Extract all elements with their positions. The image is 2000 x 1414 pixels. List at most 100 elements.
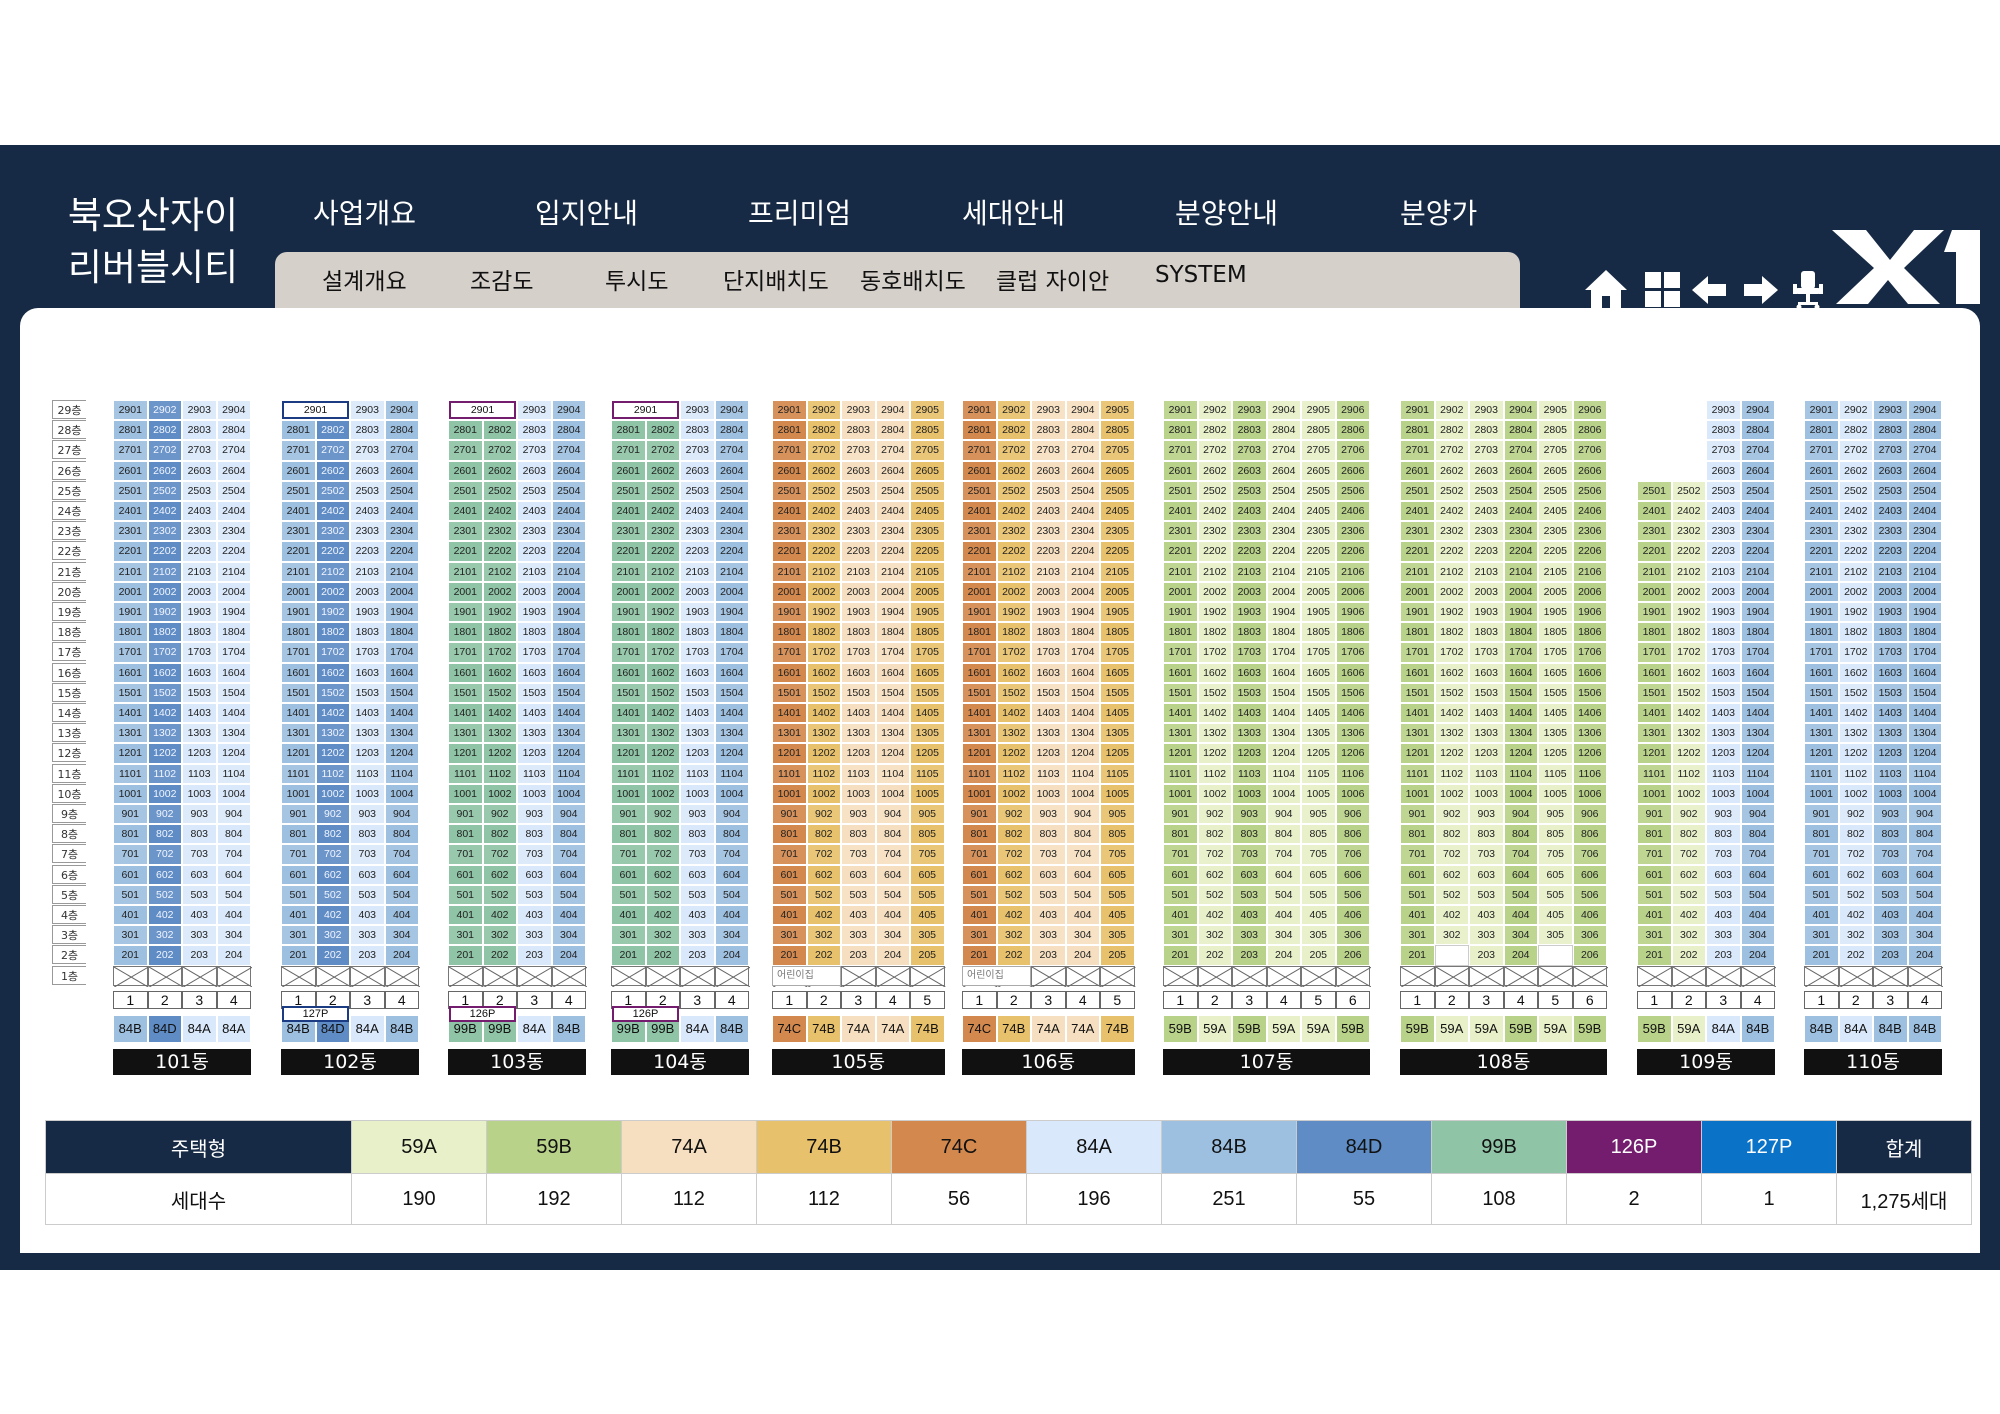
unit-cell[interactable]: 1104 xyxy=(216,763,251,784)
unit-cell[interactable]: 906 xyxy=(1572,804,1607,825)
unit-cell[interactable]: 602 xyxy=(806,864,841,885)
unit-cell[interactable]: 1204 xyxy=(1065,743,1100,764)
unit-cell[interactable]: 602 xyxy=(645,864,680,885)
unit-cell[interactable]: 1703 xyxy=(1706,642,1741,663)
unit-cell[interactable]: 2004 xyxy=(1907,581,1942,602)
unit-cell[interactable]: 2303 xyxy=(1873,521,1908,542)
unit-cell[interactable]: 1802 xyxy=(1434,622,1469,643)
unit-cell[interactable]: 1102 xyxy=(1671,763,1706,784)
unit-cell[interactable]: 2801 xyxy=(281,420,316,441)
unit-cell[interactable]: 2701 xyxy=(1400,440,1435,461)
unit-cell[interactable]: 1601 xyxy=(1163,662,1198,683)
unit-cell[interactable]: 404 xyxy=(1266,905,1301,926)
unit-cell[interactable]: 1004 xyxy=(216,783,251,804)
unit-cell[interactable]: 1403 xyxy=(1232,703,1267,724)
unit-cell[interactable]: 2103 xyxy=(182,561,217,582)
unit-cell[interactable]: 2402 xyxy=(1434,501,1469,522)
unit-cell[interactable]: 1401 xyxy=(1400,703,1435,724)
unit-cell[interactable]: 2301 xyxy=(1163,521,1198,542)
unit-cell[interactable]: 1401 xyxy=(1804,703,1839,724)
unit-cell[interactable]: 1602 xyxy=(1671,662,1706,683)
unit-cell[interactable]: 1803 xyxy=(182,622,217,643)
unit-cell[interactable]: 2501 xyxy=(1804,480,1839,501)
unit-cell[interactable]: 201 xyxy=(281,945,316,966)
unit-cell[interactable]: 1401 xyxy=(281,703,316,724)
unit-cell[interactable]: 2505 xyxy=(1301,480,1336,501)
unit-cell[interactable]: 2204 xyxy=(1907,541,1942,562)
unit-cell[interactable]: 1602 xyxy=(1197,662,1232,683)
unit-cell[interactable]: 2504 xyxy=(1503,480,1538,501)
unit-cell[interactable]: 1102 xyxy=(147,763,182,784)
unit-cell[interactable]: 603 xyxy=(841,864,876,885)
main-menu-item-premium[interactable]: 프리미엄 xyxy=(748,197,852,230)
unit-cell[interactable]: 2603 xyxy=(1469,460,1504,481)
unit-cell[interactable]: 1105 xyxy=(1538,763,1573,784)
unit-cell[interactable]: 2104 xyxy=(1266,561,1301,582)
unit-cell[interactable]: 2202 xyxy=(315,541,350,562)
unit-cell[interactable]: 1203 xyxy=(1873,743,1908,764)
unit-cell[interactable]: 303 xyxy=(182,925,217,946)
unit-cell[interactable]: 2102 xyxy=(1838,561,1873,582)
unit-cell[interactable]: 2603 xyxy=(1873,460,1908,481)
unit-cell[interactable]: 1601 xyxy=(448,662,483,683)
unit-cell[interactable]: 1503 xyxy=(1232,682,1267,703)
unit-cell[interactable]: 2704 xyxy=(1266,440,1301,461)
unit-cell[interactable]: 2305 xyxy=(1100,521,1135,542)
unit-cell[interactable]: 2104 xyxy=(1065,561,1100,582)
unit-cell[interactable]: 2604 xyxy=(714,460,749,481)
unit-cell[interactable]: 1204 xyxy=(875,743,910,764)
unit-cell[interactable]: 302 xyxy=(996,925,1031,946)
unit-cell[interactable]: 702 xyxy=(806,844,841,865)
site-title[interactable]: 북오산자이 리버블시티 xyxy=(48,190,258,294)
unit-cell[interactable]: 1504 xyxy=(875,682,910,703)
unit-cell[interactable]: 2804 xyxy=(216,420,251,441)
unit-cell[interactable]: 303 xyxy=(1031,925,1066,946)
unit-cell[interactable]: 2504 xyxy=(1740,480,1775,501)
unit-cell[interactable]: 2802 xyxy=(645,420,680,441)
unit-cell[interactable]: 2201 xyxy=(281,541,316,562)
unit-cell[interactable]: 2803 xyxy=(350,420,385,441)
unit-cell[interactable]: 203 xyxy=(1706,945,1741,966)
unit-cell[interactable]: 2403 xyxy=(350,501,385,522)
unit-cell[interactable]: 2905 xyxy=(910,400,945,421)
unit-cell[interactable]: 2904 xyxy=(1740,400,1775,421)
unit-cell[interactable]: 204 xyxy=(875,945,910,966)
unit-cell[interactable]: 302 xyxy=(1197,925,1232,946)
unit-cell[interactable]: 401 xyxy=(1163,905,1198,926)
unit-cell[interactable]: 1302 xyxy=(645,723,680,744)
unit-cell[interactable]: 802 xyxy=(1197,824,1232,845)
unit-cell[interactable]: 1404 xyxy=(714,703,749,724)
unit-cell[interactable]: 203 xyxy=(1031,945,1066,966)
unit-cell[interactable]: 803 xyxy=(1031,824,1066,845)
unit-cell[interactable]: 2103 xyxy=(680,561,715,582)
unit-cell[interactable]: 1505 xyxy=(1100,682,1135,703)
unit-cell[interactable]: 1801 xyxy=(113,622,148,643)
unit-cell[interactable]: 501 xyxy=(1163,884,1198,905)
unit-cell[interactable]: 1701 xyxy=(113,642,148,663)
unit-cell[interactable]: 504 xyxy=(714,884,749,905)
unit-cell[interactable]: 2202 xyxy=(482,541,517,562)
unit-cell[interactable]: 1304 xyxy=(1907,723,1942,744)
unit-cell[interactable]: 401 xyxy=(611,905,646,926)
unit-cell[interactable]: 1204 xyxy=(384,743,419,764)
unit-cell[interactable]: 706 xyxy=(1572,844,1607,865)
unit-cell[interactable]: 2902 xyxy=(1434,400,1469,421)
unit-cell[interactable]: 1801 xyxy=(1637,622,1672,643)
unit-cell[interactable]: 602 xyxy=(996,864,1031,885)
unit-cell[interactable]: 503 xyxy=(1232,884,1267,905)
unit-cell[interactable]: 805 xyxy=(1538,824,1573,845)
unit-cell[interactable]: 704 xyxy=(384,844,419,865)
unit-cell[interactable]: 2404 xyxy=(216,501,251,522)
unit-cell[interactable]: 502 xyxy=(1434,884,1469,905)
unit-cell[interactable]: 902 xyxy=(1671,804,1706,825)
unit-cell[interactable]: 2804 xyxy=(875,420,910,441)
unit-cell[interactable]: 2302 xyxy=(482,521,517,542)
unit-cell[interactable]: 806 xyxy=(1572,824,1607,845)
unit-cell[interactable]: 806 xyxy=(1335,824,1370,845)
unit-cell[interactable]: 1303 xyxy=(680,723,715,744)
unit-cell[interactable]: 304 xyxy=(1740,925,1775,946)
unit-cell[interactable]: 2503 xyxy=(841,480,876,501)
unit-cell[interactable]: 301 xyxy=(962,925,997,946)
unit-cell[interactable]: 1604 xyxy=(1065,662,1100,683)
unit-cell[interactable]: 2604 xyxy=(384,460,419,481)
